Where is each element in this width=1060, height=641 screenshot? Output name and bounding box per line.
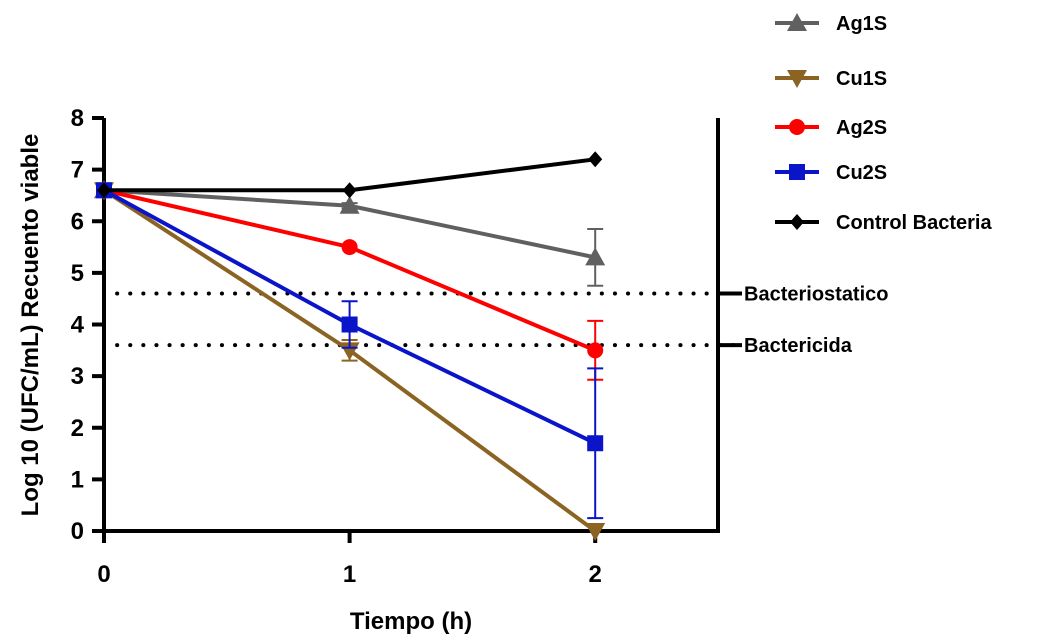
legend-item: Cu1S: [775, 68, 887, 90]
axes: [102, 118, 720, 533]
data-point: [587, 435, 604, 452]
y-axis-title: Log 10 (UFC/mL) Recuento viable: [17, 134, 44, 517]
x-axis-title: Tiempo (h): [350, 608, 472, 635]
data-point: [341, 239, 358, 256]
data-point: [585, 247, 606, 266]
y-tick-label: 7: [71, 157, 84, 184]
legend-item: Cu2S: [775, 162, 887, 184]
y-tick-label: 3: [71, 363, 84, 390]
legend-label: Cu2S: [836, 162, 887, 184]
legend-marker: [789, 164, 805, 180]
data-point: [339, 195, 360, 214]
legend: Ag1S Cu1S Ag2S Cu2S Control Bacteria: [775, 13, 992, 234]
legend-label: Cu1S: [836, 68, 887, 90]
series-control-bacteria: [97, 151, 603, 199]
legend-marker: [789, 119, 805, 135]
legend-marker: [787, 70, 807, 88]
legend-label: Control Bacteria: [836, 212, 992, 234]
data-point: [97, 182, 111, 199]
series-cu1s: [94, 182, 606, 541]
x-tick-label: 1: [343, 561, 356, 588]
ticks: 0 1 2 3 4 5 6 7 8 0 1 2: [71, 105, 602, 588]
y-tick-label: 6: [71, 208, 84, 235]
legend-item: Control Bacteria: [775, 212, 992, 234]
y-tick-label: 8: [71, 105, 84, 132]
legend-label: Ag1S: [836, 13, 887, 35]
legend-item: Ag1S: [775, 13, 887, 35]
legend-item: Ag2S: [775, 117, 887, 139]
y-tick-label: 5: [71, 260, 84, 287]
data-point: [341, 316, 358, 333]
reference-label: Bactericida: [744, 335, 853, 357]
x-tick-label: 0: [97, 561, 110, 588]
y-tick-label: 4: [71, 312, 85, 339]
y-tick-label: 1: [71, 466, 84, 493]
data-point: [585, 523, 606, 541]
data-point: [587, 342, 604, 359]
x-tick-label: 2: [589, 561, 602, 588]
legend-marker: [787, 13, 807, 31]
y-tick-label: 2: [71, 415, 84, 442]
reference-label: Bacteriostatico: [744, 284, 889, 306]
legend-marker: [790, 214, 804, 230]
series-cu2s: [96, 182, 604, 520]
data-point: [588, 151, 603, 168]
legend-label: Ag2S: [836, 117, 887, 139]
data-point: [342, 182, 357, 199]
reference-lines: Bacteriostatico Bactericida: [102, 284, 889, 357]
y-tick-label: 0: [71, 518, 84, 545]
series: [94, 151, 606, 541]
